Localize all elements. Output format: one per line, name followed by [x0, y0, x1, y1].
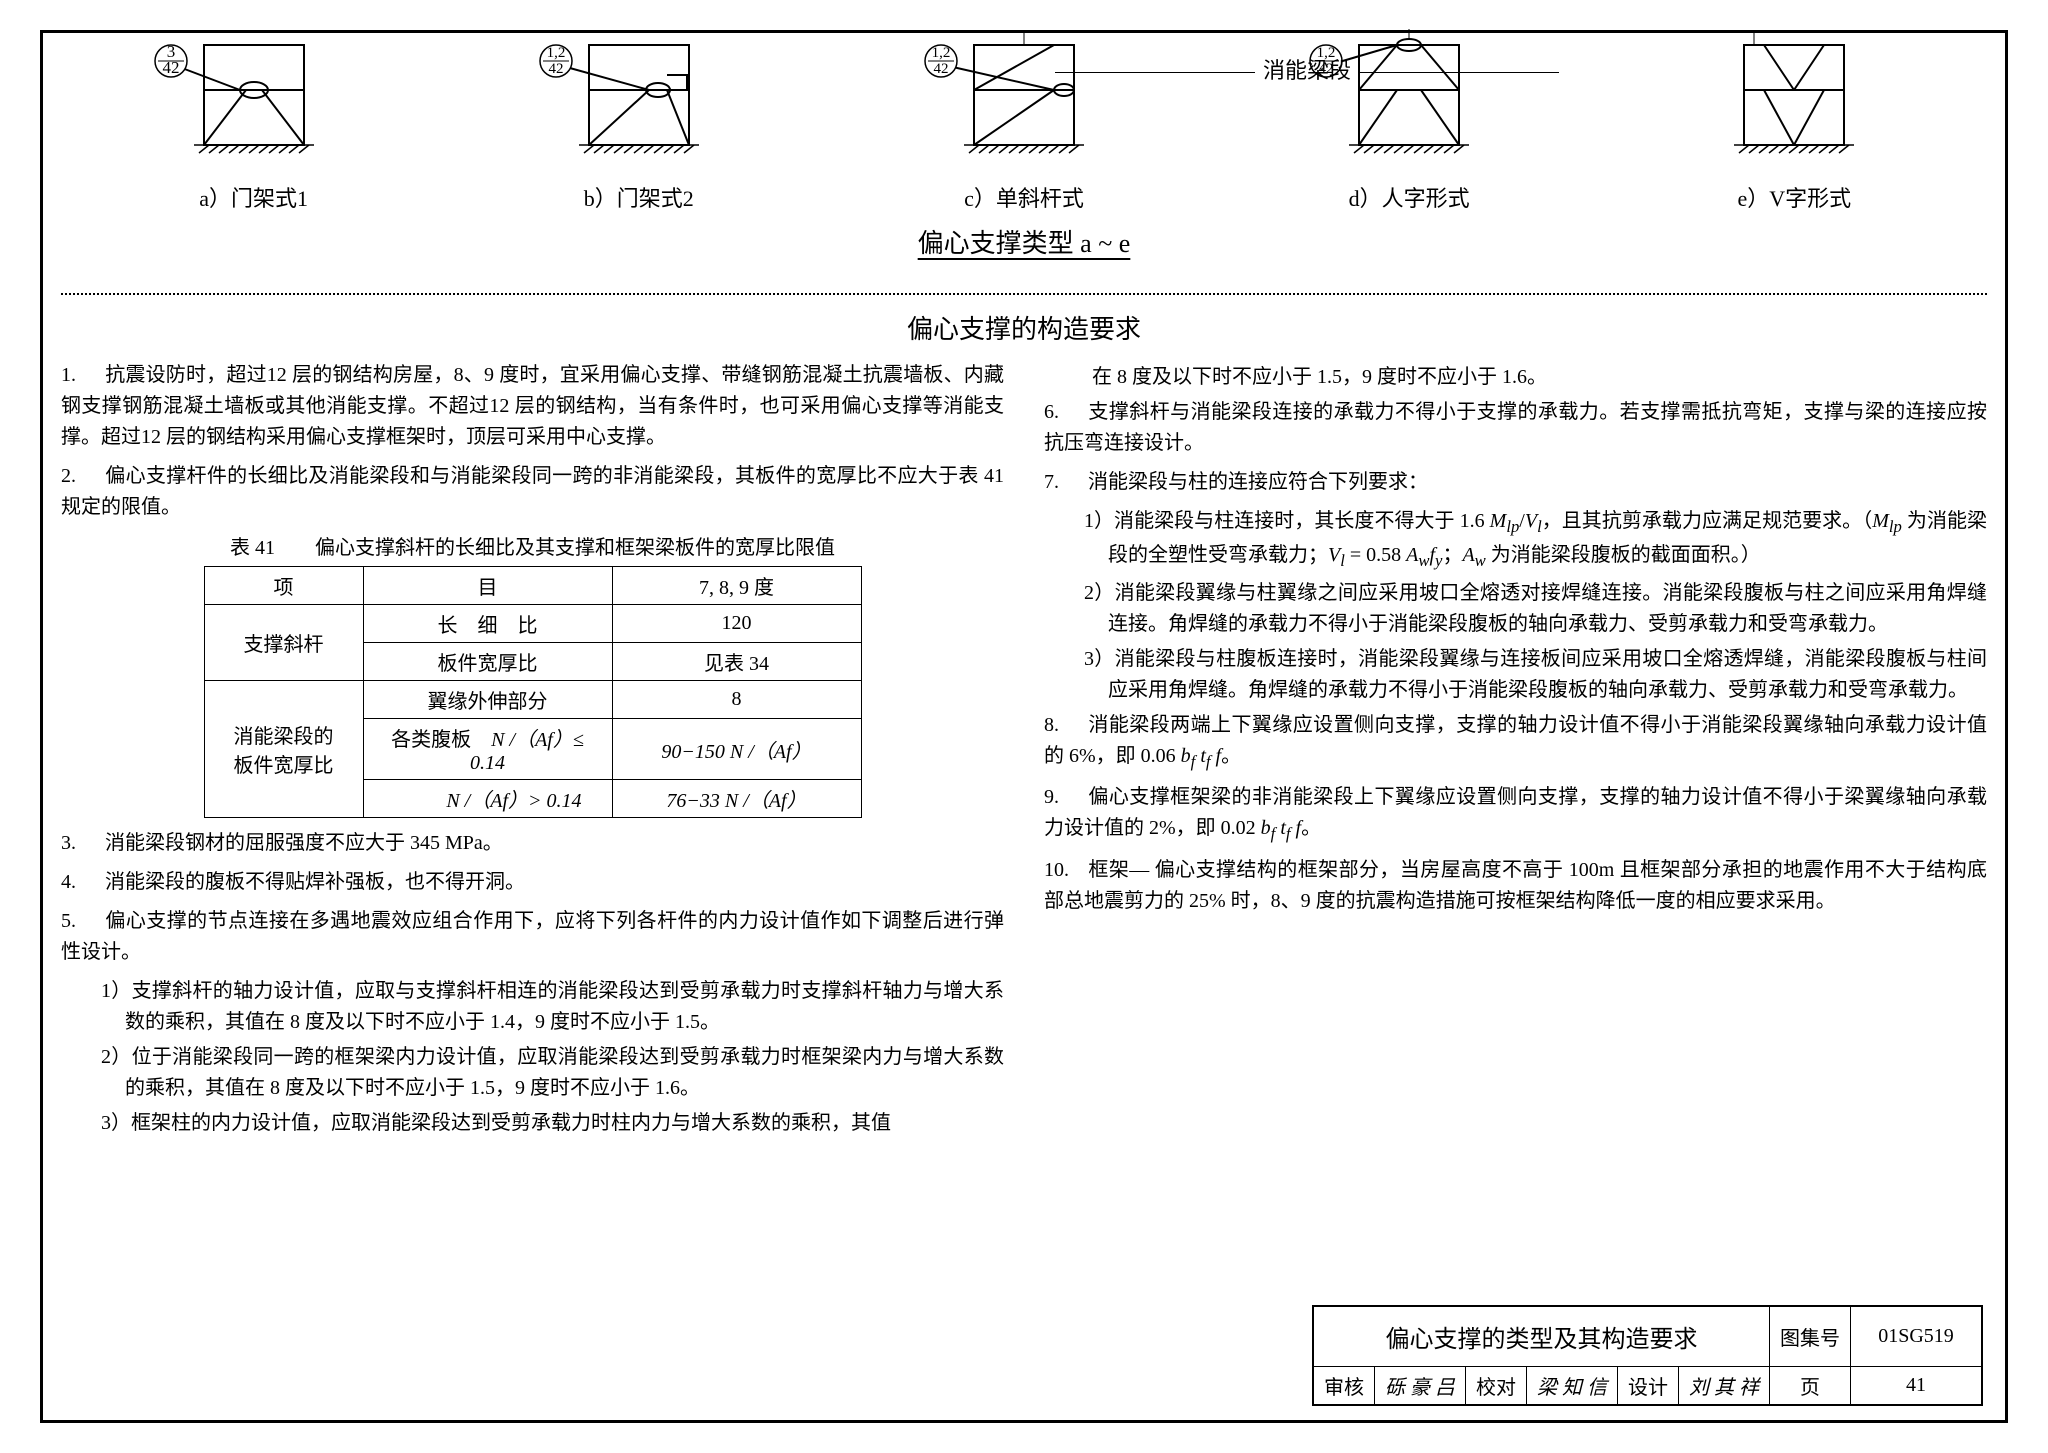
- right-column: 在 8 度及以下时不应小于 1.5，9 度时不应小于 1.6。 6.支撑斜杆与消…: [1044, 360, 1987, 1143]
- tb-check-label: 校对: [1466, 1367, 1527, 1405]
- diagram-strip: 消能梁段: [61, 43, 1987, 295]
- tb-v1: 01SG519: [1851, 1307, 1982, 1367]
- tb-page-label: 页: [1770, 1367, 1851, 1405]
- tb-page-num: 41: [1851, 1367, 1982, 1405]
- item-9: 9.偏心支撑框架梁的非消能梁段上下翼缘应设置侧向支撑，支撑的轴力设计值不得小于梁…: [1044, 782, 1987, 847]
- item-7: 7.消能梁段与柱的连接应符合下列要求：: [1044, 467, 1987, 498]
- svg-text:1,2: 1,2: [546, 45, 565, 61]
- diagram-title: 偏心支撑类型 a ~ e: [61, 223, 1987, 260]
- svg-text:42: 42: [162, 58, 179, 77]
- title-block: 偏心支撑的类型及其构造要求 图集号 01SG519 审核 砾 豪 吕 校对 梁 …: [1312, 1305, 1983, 1406]
- diagram-b: 1,2 42 b）门架式2: [514, 25, 764, 213]
- table-41: 项 目 7, 8, 9 度 支撑斜杆 长 细 比 120 板件宽厚比 见表 34…: [204, 566, 862, 818]
- table-41-caption: 表 41 偏心支撑斜杆的长细比及其支撑和框架梁板件的宽厚比限值: [61, 531, 1004, 560]
- tb-title: 偏心支撑的类型及其构造要求: [1314, 1307, 1770, 1367]
- item-5: 5.偏心支撑的节点连接在多遇地震效应组合作用下，应将下列各杆件的内力设计值作如下…: [61, 906, 1004, 968]
- caption-b: b）门架式2: [514, 181, 764, 213]
- caption-d: d）人字形式: [1284, 181, 1534, 213]
- item-4: 4.消能梁段的腹板不得贴焊补强板，也不得开洞。: [61, 867, 1004, 898]
- tb-design-sig: 刘 其 祥: [1679, 1367, 1770, 1405]
- tb-audit-sig: 砾 豪 吕: [1375, 1367, 1466, 1405]
- item-7-1: 1）消能梁段与柱连接时，其长度不得大于 1.6 Mlp/Vl，且其抗剪承载力应满…: [1044, 506, 1987, 574]
- item-5-1: 1）支撑斜杆的轴力设计值，应取与支撑斜杆相连的消能梁段达到受剪承载力时支撑斜杆轴…: [61, 976, 1004, 1038]
- item-3: 3.消能梁段钢材的屈服强度不应大于 345 MPa。: [61, 828, 1004, 859]
- item-8: 8.消能梁段两端上下翼缘应设置侧向支撑，支撑的轴力设计值不得小于消能梁段翼缘轴向…: [1044, 710, 1987, 775]
- diagram-e: e）V字形式: [1669, 25, 1919, 213]
- svg-text:42: 42: [933, 61, 948, 77]
- tb-audit-label: 审核: [1314, 1367, 1375, 1405]
- item-5-3-cont: 在 8 度及以下时不应小于 1.5，9 度时不应小于 1.6。: [1044, 360, 1987, 389]
- item-6: 6.支撑斜杆与消能梁段连接的承载力不得小于支撑的承载力。若支撑需抵抗弯矩，支撑与…: [1044, 397, 1987, 459]
- tb-k1: 图集号: [1770, 1307, 1851, 1367]
- svg-text:1,2: 1,2: [932, 45, 951, 61]
- item-2: 2.偏心支撑杆件的长细比及消能梁段和与消能梁段同一跨的非消能梁段，其板件的宽厚比…: [61, 461, 1004, 523]
- tb-design-label: 设计: [1618, 1367, 1679, 1405]
- item-1: 1.抗震设防时，超过12 层的钢结构房屋，8、9 度时，宜采用偏心支撑、带缝钢筋…: [61, 360, 1004, 453]
- caption-a: a）门架式1: [129, 181, 379, 213]
- svg-text:42: 42: [548, 61, 563, 77]
- tb-check-sig: 梁 知 信: [1527, 1367, 1618, 1405]
- caption-e: e）V字形式: [1669, 181, 1919, 213]
- item-7-3: 3）消能梁段与柱腹板连接时，消能梁段翼缘与连接板间应采用坡口全熔透焊缝，消能梁段…: [1044, 644, 1987, 706]
- caption-c: c）单斜杆式: [899, 181, 1149, 213]
- item-5-3: 3）框架柱的内力设计值，应取消能梁段达到受剪承载力时柱内力与增大系数的乘积，其值: [61, 1108, 1004, 1139]
- section-title: 偏心支撑的构造要求: [61, 309, 1987, 346]
- item-10: 10.框架— 偏心支撑结构的框架部分，当房屋高度不高于 100m 且框架部分承担…: [1044, 855, 1987, 917]
- item-7-2: 2）消能梁段翼缘与柱翼缘之间应采用坡口全熔透对接焊缝连接。消能梁段腹板与柱之间应…: [1044, 578, 1987, 640]
- item-5-2: 2）位于消能梁段同一跨的框架梁内力设计值，应取消能梁段达到受剪承载力时框架梁内力…: [61, 1042, 1004, 1104]
- link-beam-label: 消能梁段: [1047, 53, 1567, 85]
- diagram-a: 3 42 a）门架式1: [129, 25, 379, 213]
- text-columns: 1.抗震设防时，超过12 层的钢结构房屋，8、9 度时，宜采用偏心支撑、带缝钢筋…: [61, 360, 1987, 1143]
- left-column: 1.抗震设防时，超过12 层的钢结构房屋，8、9 度时，宜采用偏心支撑、带缝钢筋…: [61, 360, 1004, 1143]
